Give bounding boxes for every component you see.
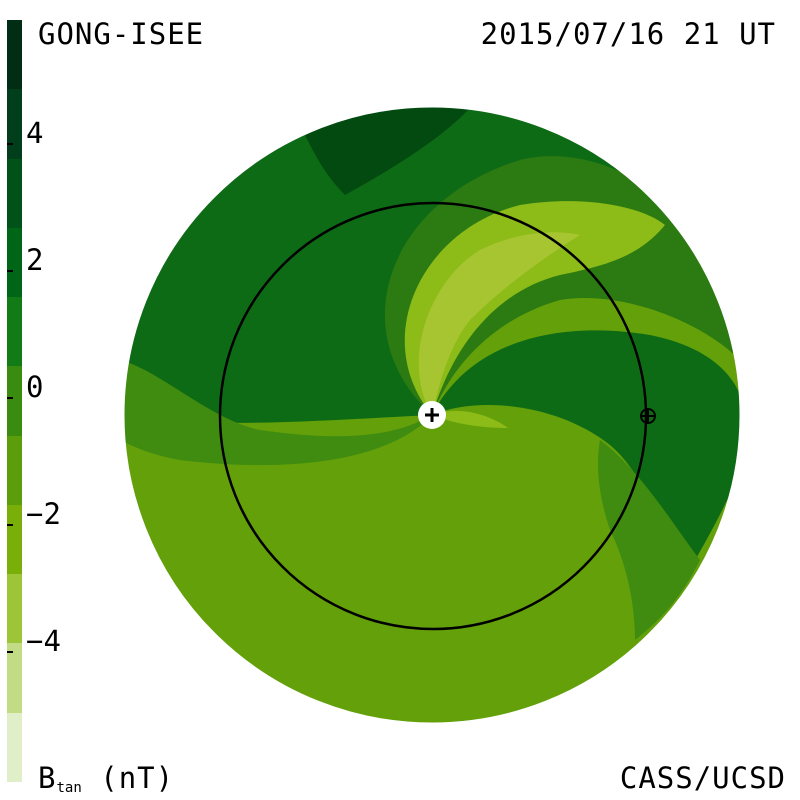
- colorbar: [7, 20, 22, 783]
- colorbar-segment: [7, 435, 22, 506]
- field-region-east-positive: [432, 330, 740, 570]
- credit-label: CASS/UCSD: [619, 761, 786, 795]
- field-region-strong-positive: [305, 107, 470, 195]
- colorbar-segment: [7, 504, 22, 575]
- colorbar-segment: [7, 574, 22, 644]
- colorbar-segment: [7, 227, 22, 298]
- colorbar-segment: [7, 643, 22, 714]
- colorbar-tick-label: 4: [26, 116, 44, 150]
- field-region-east-band: [598, 440, 700, 640]
- colorbar-tick: [7, 524, 13, 526]
- field-region-band-west: [124, 360, 432, 466]
- colorbar-segment: [7, 366, 22, 437]
- colorbar-tick: [7, 270, 13, 272]
- colorbar-tick-label: −4: [26, 624, 61, 658]
- colorbar-tick-label: 0: [26, 370, 44, 404]
- field-region-spiral-lightest: [418, 232, 580, 415]
- colorbar-tick-label: −2: [26, 497, 61, 531]
- colorbar-segment: [7, 712, 22, 783]
- colorbar-segment: [7, 158, 22, 229]
- colorbar-tick: [7, 143, 13, 145]
- colorbar-tick: [7, 397, 13, 399]
- colorbar-segment: [7, 297, 22, 367]
- field-region-tail: [432, 410, 508, 428]
- timestamp: 2015/07/16 21 UT: [480, 17, 776, 51]
- map-disk-edge: [123, 106, 741, 724]
- sun-marker: [418, 401, 446, 429]
- colorbar-tick: [7, 651, 13, 653]
- colorbar-label: Btan (nT): [38, 761, 175, 796]
- field-region-spiral-light: [404, 201, 665, 415]
- product-title: GONG-ISEE: [38, 17, 205, 51]
- colorbar-segment: [7, 89, 22, 160]
- earth-marker: [640, 408, 656, 424]
- colorbar-segment: [7, 20, 22, 90]
- colorbar-tick-label: 2: [26, 243, 44, 277]
